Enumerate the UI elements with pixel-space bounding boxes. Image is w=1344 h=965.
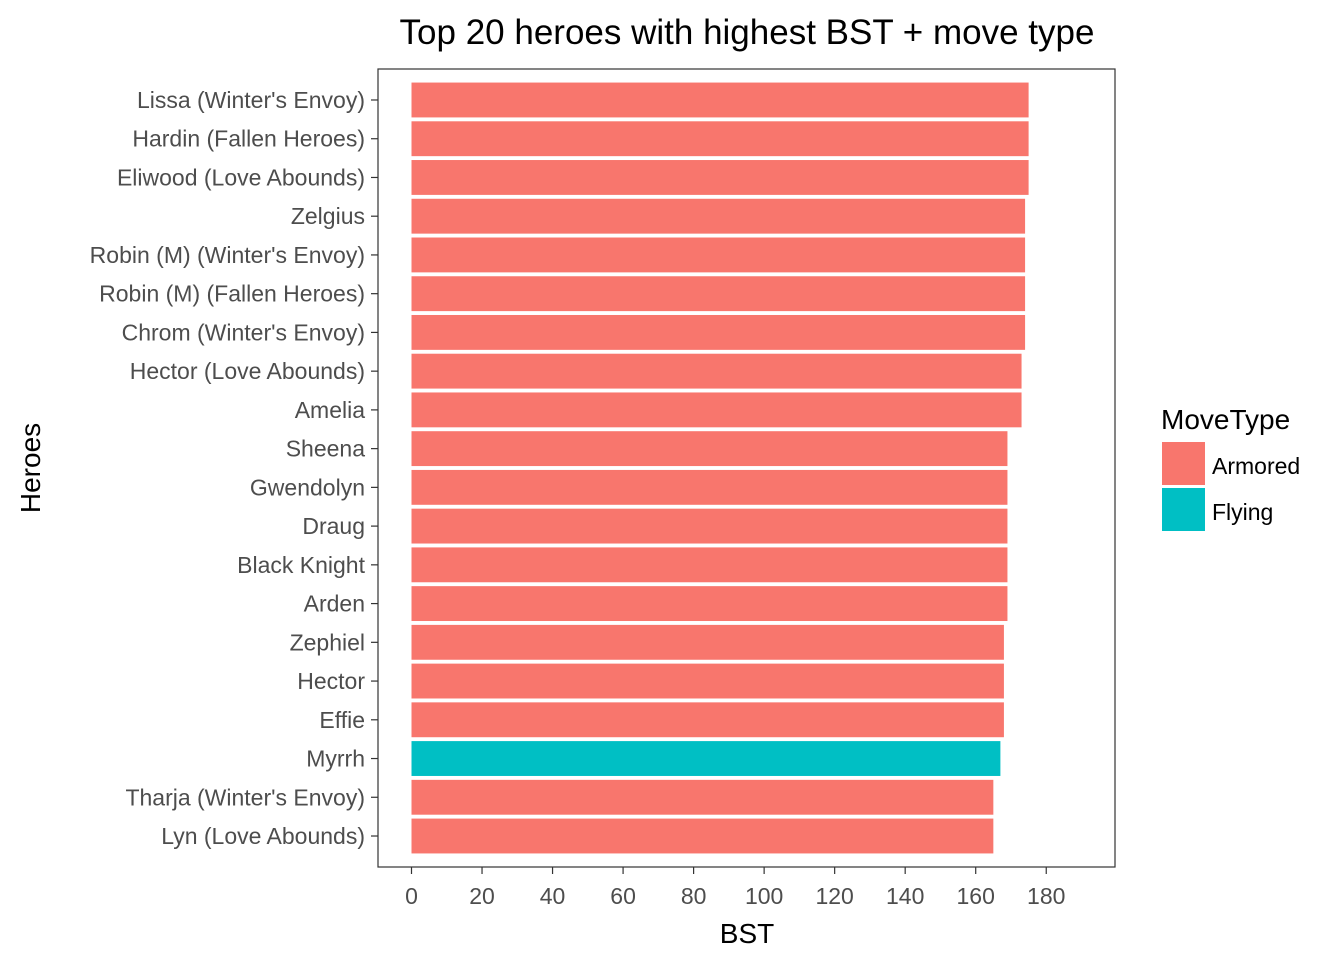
y-tick-label: Robin (M) (Winter's Envoy)	[90, 242, 365, 268]
y-axis-title: Heroes	[15, 423, 46, 513]
legend-key	[1162, 442, 1205, 485]
bar	[411, 237, 1026, 273]
y-tick-label: Zephiel	[290, 629, 365, 655]
bar	[411, 198, 1026, 234]
y-axis: Lissa (Winter's Envoy) Hardin (Fallen Her…	[90, 87, 378, 849]
x-tick-label: 80	[681, 883, 707, 909]
bar	[411, 314, 1026, 350]
bar	[411, 392, 1022, 428]
x-tick-label: 140	[886, 883, 924, 909]
legend-title: MoveType	[1161, 404, 1290, 435]
legend-label: Armored	[1212, 453, 1300, 479]
y-tick-label: Hector	[297, 668, 365, 694]
legend-key	[1162, 488, 1205, 531]
y-tick-label: Chrom (Winter's Envoy)	[122, 319, 365, 345]
bars-layer	[411, 82, 1029, 854]
y-tick-label: Lissa (Winter's Envoy)	[137, 87, 365, 113]
bar	[411, 353, 1022, 389]
bar	[411, 818, 994, 854]
y-tick-label: Zelgius	[291, 203, 365, 229]
x-tick-label: 20	[469, 883, 495, 909]
y-tick-label: Sheena	[286, 436, 366, 462]
y-tick-label: Myrrh	[306, 746, 365, 772]
x-tick-label: 40	[540, 883, 566, 909]
x-tick-label: 180	[1027, 883, 1065, 909]
bar	[411, 702, 1004, 738]
bar	[411, 276, 1026, 312]
bar	[411, 121, 1029, 157]
x-tick-label: 100	[745, 883, 783, 909]
bar	[411, 586, 1008, 622]
y-tick-label: Amelia	[295, 397, 366, 423]
y-tick-label: Black Knight	[237, 552, 365, 578]
y-tick-label: Arden	[304, 591, 365, 617]
bar	[411, 779, 994, 815]
bar	[411, 547, 1008, 583]
y-tick-label: Tharja (Winter's Envoy)	[125, 784, 365, 810]
x-tick-label: 160	[957, 883, 995, 909]
bar	[411, 624, 1004, 660]
x-tick-label: 120	[815, 883, 853, 909]
y-tick-label: Robin (M) (Fallen Heroes)	[99, 281, 365, 307]
legend: MoveType Armored Flying	[1161, 404, 1300, 531]
bar	[411, 160, 1029, 195]
y-tick-label: Hector (Love Abounds)	[130, 358, 365, 384]
bar	[411, 741, 1001, 776]
bar	[411, 82, 1029, 118]
y-tick-label: Gwendolyn	[250, 474, 365, 500]
x-axis: 0 20 40 60 80 100 120 140 160 180	[405, 867, 1065, 909]
x-tick-label: 0	[405, 883, 418, 909]
y-tick-label: Lyn (Love Abounds)	[161, 823, 365, 849]
y-tick-label: Eliwood (Love Abounds)	[117, 164, 365, 190]
x-axis-title: BST	[720, 918, 774, 949]
y-tick-label: Draug	[302, 513, 365, 539]
y-tick-label: Hardin (Fallen Heroes)	[132, 126, 365, 152]
bar	[411, 431, 1008, 467]
legend-label: Flying	[1212, 499, 1273, 525]
x-tick-label: 60	[610, 883, 636, 909]
y-tick-label: Effie	[319, 707, 365, 733]
chart-title: Top 20 heroes with highest BST + move ty…	[400, 13, 1095, 52]
bar	[411, 508, 1008, 544]
bar	[411, 469, 1008, 505]
bar	[411, 663, 1004, 699]
